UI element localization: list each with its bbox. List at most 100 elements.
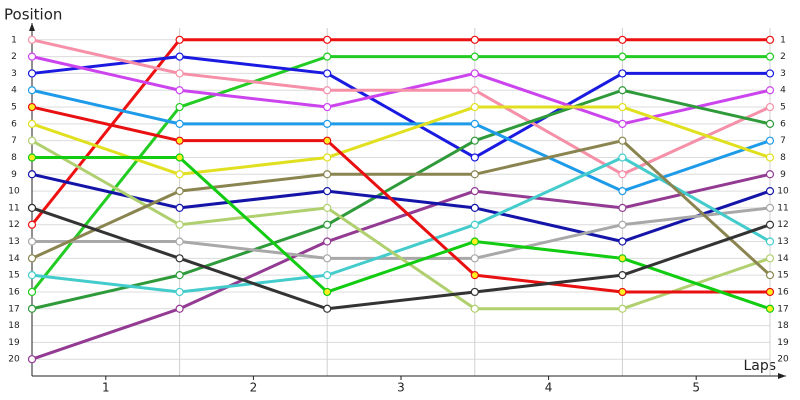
y-tick-label-right: 3 (780, 69, 786, 79)
point (27, 237, 37, 246)
y-tick-label: 2 (11, 52, 17, 62)
y-tick-label: 10 (8, 187, 20, 197)
point (27, 153, 37, 162)
point (765, 271, 775, 280)
point (323, 35, 332, 44)
y-tick-label-right: 8 (780, 153, 786, 163)
series-line (31, 172, 771, 361)
point (175, 35, 184, 44)
y-axis-label: Position (4, 6, 62, 24)
point (175, 220, 184, 229)
point (323, 119, 332, 128)
point (765, 153, 775, 162)
y-tick-label: 9 (11, 170, 17, 180)
point (323, 86, 332, 95)
point (470, 186, 479, 196)
x-axis-arrow (778, 373, 786, 379)
series-line (31, 206, 771, 311)
point (27, 203, 37, 213)
series-line (31, 88, 771, 193)
point (765, 52, 775, 61)
point (618, 52, 627, 61)
point (175, 186, 184, 196)
x-tick-label: 2 (250, 381, 258, 395)
series-line (30, 55, 770, 293)
y-tick-label-right: 7 (780, 136, 786, 146)
point (765, 220, 775, 229)
y-tick-label-right: 10 (777, 187, 789, 197)
point (175, 119, 184, 128)
point (175, 102, 184, 112)
point (470, 102, 479, 112)
point (175, 153, 184, 162)
point (27, 220, 37, 229)
point (765, 102, 775, 112)
series-line (31, 105, 770, 294)
point (470, 69, 479, 78)
y-tick-label: 3 (11, 69, 17, 79)
y-tick-label: 19 (8, 338, 20, 348)
y-tick-label-right: 5 (780, 103, 786, 113)
point (27, 119, 37, 128)
point (470, 304, 479, 313)
point (470, 220, 479, 229)
y-tick-label-right: 16 (777, 287, 789, 297)
point (323, 52, 332, 61)
y-tick-label: 17 (8, 304, 19, 314)
point (323, 102, 332, 112)
point (27, 86, 37, 95)
y-tick-label: 13 (8, 237, 19, 247)
y-tick-label-right: 15 (777, 271, 788, 281)
point (470, 153, 479, 162)
point (175, 254, 184, 263)
y-tick-label: 8 (11, 153, 17, 163)
point (27, 304, 37, 313)
y-tick-label: 18 (8, 321, 20, 331)
point (618, 271, 627, 280)
y-tick-label-right: 12 (777, 220, 788, 230)
point (765, 170, 775, 179)
point (618, 186, 627, 196)
point (618, 170, 627, 179)
point (618, 102, 627, 112)
point (323, 237, 332, 246)
point (470, 86, 479, 95)
point (175, 203, 184, 213)
point (765, 69, 775, 78)
series-line (31, 139, 772, 277)
point (27, 136, 37, 145)
point (323, 186, 332, 196)
point (323, 153, 332, 162)
point (765, 287, 775, 297)
point (323, 287, 332, 297)
point (618, 220, 627, 229)
y-tick-label: 14 (8, 254, 20, 264)
y-tick-label-right: 20 (777, 355, 789, 365)
point (27, 287, 37, 297)
point (470, 119, 479, 128)
point (618, 304, 627, 313)
point (27, 69, 37, 78)
point (765, 86, 775, 95)
point (175, 136, 184, 145)
point (470, 254, 479, 263)
y-tick-label-right: 2 (780, 52, 786, 62)
point (618, 136, 627, 145)
y-tick-label: 11 (8, 203, 19, 213)
point (27, 102, 37, 112)
point (323, 304, 332, 313)
point (618, 35, 627, 44)
point (27, 271, 37, 280)
y-tick-label-right: 17 (777, 304, 788, 314)
point (27, 254, 37, 263)
point (618, 86, 627, 95)
point (27, 52, 37, 61)
x-tick-label: 3 (397, 381, 405, 395)
point (175, 69, 184, 78)
point (175, 86, 184, 95)
series-line (31, 88, 771, 311)
point (618, 287, 627, 297)
point (618, 237, 627, 246)
point (618, 153, 627, 162)
